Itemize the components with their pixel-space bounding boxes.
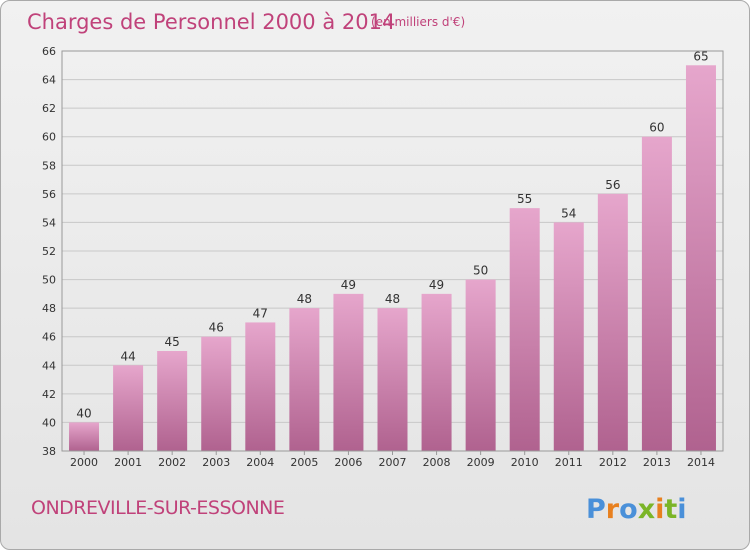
y-axis-ticks: 38 40 42 44 46 48 50 52 54 56 58 60 62 64 66 — [42, 45, 56, 458]
data-label-2004: 47 — [253, 306, 268, 320]
data-label-2008: 49 — [429, 278, 444, 292]
logo-letter: P — [586, 494, 606, 525]
x-tick-label-2004: 2004 — [246, 456, 274, 469]
data-label-2014: 65 — [693, 49, 708, 63]
x-axis-ticks: 2000 2001 2002 2003 2004 2005 2006 2007 2008 2009… — [70, 451, 715, 469]
bar-2004 — [245, 322, 276, 451]
x-tick-label-2001: 2001 — [114, 456, 142, 469]
data-label-2009: 50 — [473, 264, 488, 278]
data-label-2013: 60 — [649, 121, 664, 135]
y-tick-label: 46 — [42, 331, 56, 344]
chart-title: Charges de Personnel 2000 à 2014 — [27, 10, 395, 34]
bar-2012 — [597, 193, 628, 451]
data-label-2002: 45 — [165, 335, 180, 349]
bars — [69, 65, 716, 452]
bar-2007 — [377, 308, 408, 451]
logo-letter: x — [638, 494, 655, 525]
y-tick-label: 62 — [42, 102, 56, 115]
logo-letter: o — [619, 494, 638, 525]
bar-2003 — [201, 336, 232, 451]
x-tick-label-2008: 2008 — [423, 456, 451, 469]
y-tick-label: 48 — [42, 302, 56, 315]
data-label-2007: 48 — [385, 292, 400, 306]
x-tick-label-2006: 2006 — [334, 456, 362, 469]
plot-area-border — [61, 50, 724, 452]
y-tick-label: 54 — [42, 216, 56, 229]
y-tick-label: 42 — [42, 388, 56, 401]
x-tick-label-2002: 2002 — [158, 456, 186, 469]
data-label-2010: 55 — [517, 192, 532, 206]
bar-2005 — [289, 308, 320, 451]
bar-2006 — [333, 293, 364, 451]
proxiti-logo: Proxiti — [586, 494, 687, 525]
bar-2011 — [553, 222, 584, 451]
place-name: ONDREVILLE-SUR-ESSONNE — [31, 497, 284, 519]
bar-2000 — [69, 422, 100, 451]
x-tick-label-2007: 2007 — [379, 456, 407, 469]
chart-subtitle: (en milliers d'€) — [371, 15, 465, 29]
x-tick-label-2009: 2009 — [467, 456, 495, 469]
y-tick-label: 66 — [42, 45, 56, 58]
y-tick-label: 44 — [42, 359, 56, 372]
x-tick-label-2014: 2014 — [687, 456, 715, 469]
data-label-2005: 48 — [297, 292, 312, 306]
y-tick-label: 64 — [42, 74, 56, 87]
data-label-2006: 49 — [341, 278, 356, 292]
x-tick-label-2012: 2012 — [599, 456, 627, 469]
bar-2009 — [465, 279, 496, 451]
bar-2014 — [685, 65, 716, 452]
bar-2010 — [509, 208, 540, 451]
bar-2013 — [641, 136, 672, 451]
bar-2008 — [421, 293, 452, 451]
x-tick-label-2005: 2005 — [290, 456, 318, 469]
y-tick-label: 50 — [42, 274, 56, 287]
data-label-2000: 40 — [76, 406, 91, 420]
y-tick-label: 52 — [42, 245, 56, 258]
x-tick-label-2013: 2013 — [643, 456, 671, 469]
data-label-2012: 56 — [605, 178, 620, 192]
logo-letter: r — [606, 494, 620, 525]
bar-2001 — [113, 365, 144, 451]
logo-letter: t — [664, 494, 677, 525]
bar-2002 — [157, 351, 188, 451]
logo-letter: i — [655, 494, 664, 525]
y-tick-label: 56 — [42, 188, 56, 201]
x-tick-label-2000: 2000 — [70, 456, 98, 469]
y-tick-label: 58 — [42, 159, 56, 172]
data-labels: 40 44 45 46 47 48 49 48 49 50 55 54 56 60 65 — [76, 49, 708, 420]
data-label-2003: 46 — [209, 321, 224, 335]
logo-letter: i — [677, 494, 686, 525]
y-tick-label: 40 — [42, 416, 56, 429]
data-label-2011: 54 — [561, 206, 576, 220]
x-tick-label-2010: 2010 — [511, 456, 539, 469]
x-tick-label-2003: 2003 — [202, 456, 230, 469]
x-tick-label-2011: 2011 — [555, 456, 583, 469]
y-tick-label: 60 — [42, 131, 56, 144]
data-label-2001: 44 — [120, 349, 135, 363]
y-tick-label: 38 — [42, 445, 56, 458]
